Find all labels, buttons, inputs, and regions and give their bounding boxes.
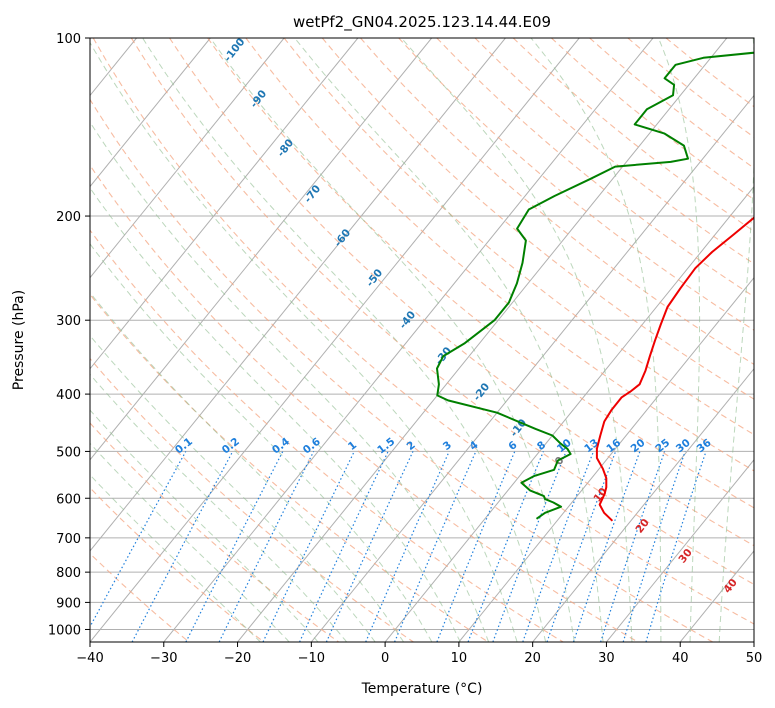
mixing-ratio-line — [263, 451, 354, 642]
x-tick-label: −20 — [224, 651, 251, 666]
mixing-ratio-line — [300, 451, 389, 642]
moist-adiabat-line — [143, 38, 546, 642]
dry-adiabat-line — [55, 38, 713, 642]
y-tick-label: 700 — [56, 532, 81, 547]
x-tick-label: 0 — [381, 651, 389, 666]
mixing-ratio-line — [493, 451, 566, 642]
y-tick-label: 500 — [56, 445, 81, 460]
mixing-ratio-line — [468, 451, 543, 642]
moist-adiabat-line — [87, 38, 517, 642]
y-tick-label: 800 — [56, 566, 81, 581]
mixing-ratio-line — [437, 451, 515, 642]
mixing-ratio-label: 0.1 — [173, 436, 195, 457]
x-tick-label: 20 — [524, 651, 541, 666]
dry-adiabat-label: -50 — [364, 267, 385, 289]
dry-adiabat-line — [17, 38, 638, 642]
mixing-ratio-line — [623, 451, 685, 642]
chart-title: wetPf2_GN04.2025.123.14.44.E09 — [293, 13, 551, 32]
isotherm-line — [238, 38, 727, 642]
x-tick-label: 40 — [672, 651, 689, 666]
dry-adiabat-line — [0, 38, 563, 642]
moist-adiabat-line — [0, 38, 318, 642]
mixing-ratio-line — [646, 451, 706, 642]
y-tick-label: 200 — [56, 210, 81, 225]
dry-adiabat-label: -80 — [275, 137, 296, 159]
isotherm-line — [90, 38, 579, 642]
mixing-ratio-line — [326, 451, 413, 642]
mixing-ratio-label: 25 — [653, 437, 672, 455]
x-axis-ticks: −40 −30 −20 −10 0 10 20 30 40 50 — [76, 642, 762, 666]
moist-adiabat-line — [531, 38, 661, 642]
dry-adiabat-label: -10 — [508, 417, 529, 439]
x-tick-label: 10 — [451, 651, 468, 666]
isotherm-line — [0, 38, 63, 642]
y-tick-label: 600 — [56, 492, 81, 507]
moist-adiabat-line — [0, 38, 404, 642]
mixing-ratio-label: 1 — [346, 439, 359, 453]
y-tick-label: 300 — [56, 314, 81, 329]
dry-adiabat-line — [93, 38, 775, 642]
y-tick-label: 900 — [56, 596, 81, 611]
isotherm-line — [754, 38, 775, 642]
dry-adiabat-label: 30 — [676, 547, 694, 566]
moist-adiabat-line — [659, 38, 700, 642]
dry-adiabat-label: -40 — [397, 309, 418, 331]
mixing-ratio-lines — [82, 451, 706, 642]
y-axis-label: Pressure (hPa) — [11, 290, 27, 390]
isotherm-line — [0, 38, 210, 642]
x-tick-label: −30 — [150, 651, 177, 666]
moist-adiabat-line — [0, 38, 347, 642]
isotherm-line — [0, 38, 284, 642]
y-axis-ticks: 100 200 300 400 500 600 700 800 900 1000 — [48, 32, 90, 638]
dry-adiabat-line — [131, 38, 775, 642]
dry-adiabat-line — [0, 38, 413, 642]
dry-adiabat-line — [0, 38, 264, 642]
dry-adiabats — [0, 38, 775, 642]
isotherms — [0, 38, 775, 642]
dry-adiabat-label: -100 — [222, 36, 248, 64]
mixing-ratio-label: 0.4 — [270, 436, 292, 457]
x-tick-label: 50 — [746, 651, 763, 666]
moist-adiabat-line — [401, 38, 632, 642]
dry-adiabat-line — [399, 38, 775, 642]
mixing-ratio-label: 1.5 — [375, 436, 397, 457]
dry-adiabat-label: 40 — [721, 577, 739, 596]
x-tick-label: −10 — [298, 651, 325, 666]
isotherm-line — [0, 38, 358, 642]
x-tick-label: 30 — [598, 651, 615, 666]
moist-adiabat-line — [0, 38, 260, 642]
dry-adiabat-label: -70 — [302, 183, 323, 205]
y-tick-label: 100 — [56, 32, 81, 47]
y-tick-label: 1000 — [48, 623, 81, 638]
dry-adiabat-label: -90 — [248, 88, 269, 110]
moist-adiabat-line — [210, 38, 574, 642]
mixing-ratio-line — [82, 451, 186, 642]
mixing-ratio-line — [523, 451, 594, 642]
dry-adiabat-line — [475, 38, 775, 642]
dry-adiabat-label: 20 — [633, 517, 651, 536]
mixing-ratio-label: 20 — [629, 437, 648, 455]
dry-adiabat-line — [361, 38, 775, 642]
dry-adiabat-line — [322, 38, 775, 642]
mixing-ratio-label: 16 — [604, 437, 623, 455]
mixing-ratio-label: 30 — [674, 437, 693, 455]
mixing-ratio-line — [186, 451, 283, 642]
x-axis-label: Temperature (°C) — [361, 681, 483, 697]
dry-adiabat-line — [513, 38, 775, 642]
moist-adiabat-line — [719, 38, 755, 642]
dry-adiabat-line — [0, 38, 488, 642]
x-tick-label: −40 — [76, 651, 103, 666]
y-tick-label: 400 — [56, 388, 81, 403]
mixing-ratio-label: 0.6 — [301, 436, 323, 457]
mixing-ratio-line — [366, 451, 450, 642]
isotherm-line — [311, 38, 775, 642]
dry-adiabat-label: -20 — [471, 381, 492, 403]
plot-area: 0.1 0.2 0.4 0.6 1 1.5 2 3 4 6 8 10 13 16 20 25 30 36-100-… — [0, 36, 775, 642]
mixing-ratio-line — [395, 451, 476, 642]
